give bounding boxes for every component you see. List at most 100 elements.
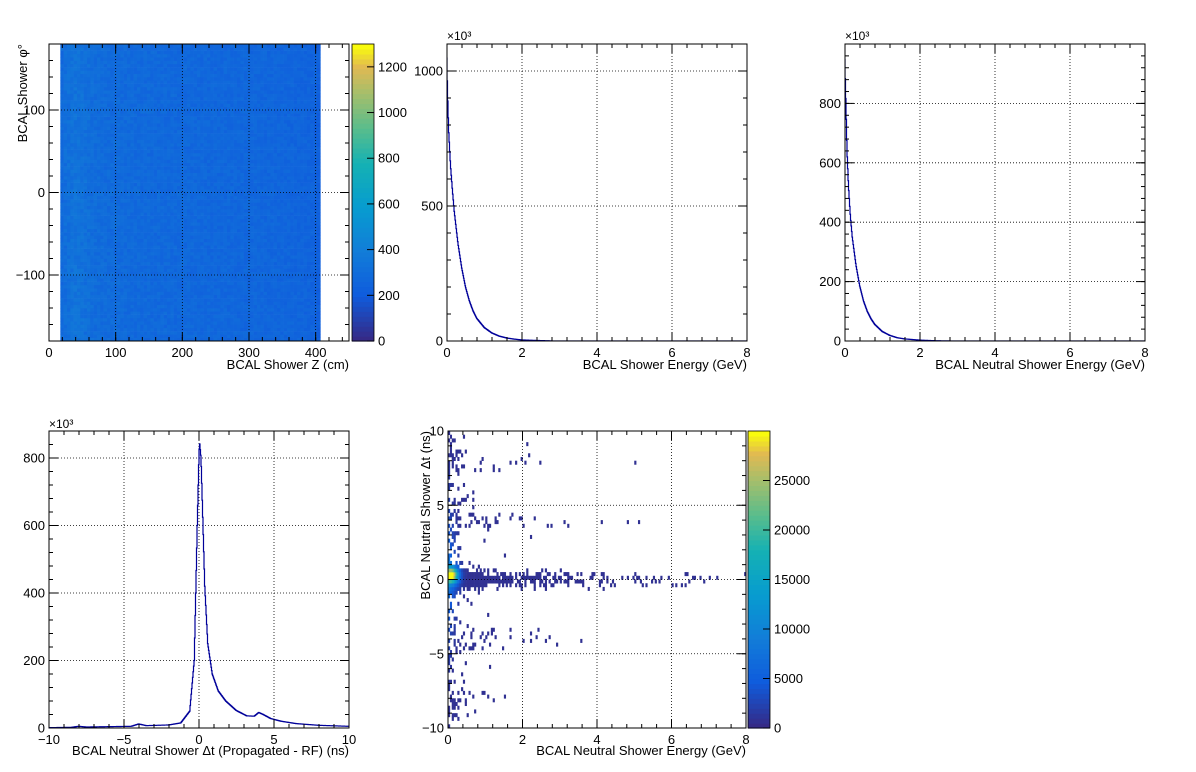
heatmap-cell [227,116,231,121]
heatmap-cell [133,258,138,263]
heatmap-cell [210,268,214,272]
heatmap-cell [83,77,88,81]
heatmap-cell [167,294,171,299]
heatmap-cell [97,162,101,167]
heatmap-cell [220,143,224,147]
heatmap-cell [60,185,64,190]
heatmap-cell [183,149,188,154]
heatmap-cell [173,73,178,78]
heatmap-cell [223,238,228,243]
heatmap-cell [153,232,158,236]
heatmap-cell [223,232,228,236]
heatmap-cell [103,189,108,193]
heatmap-cell [107,238,111,243]
heatmap-cell [107,209,111,213]
heatmap-cell [220,225,224,230]
heatmap-cell [100,251,104,256]
heatmap-cell [240,209,244,213]
heatmap-cell [143,139,148,144]
heatmap-cell [190,176,194,180]
heatmap-cell [97,284,101,289]
heatmap-cell [163,119,168,124]
heatmap-cell [133,235,138,239]
heatmap-cell [223,90,228,94]
heatmap-cell [190,271,194,276]
heatmap-cell [190,288,194,292]
heatmap-cell [83,143,88,147]
heatmap-cell [183,209,188,213]
heatmap-cell [163,83,168,88]
heatmap-cell [163,70,168,74]
heatmap-cell [130,202,134,206]
heatmap-cell [123,73,128,78]
heatmap-cell [80,245,84,249]
heatmap-cell [120,80,124,84]
heatmap-cell [130,255,134,259]
heatmap-cell [120,215,124,220]
heatmap-cell [207,113,211,117]
heatmap-cell [153,268,158,272]
heatmap-cell [70,149,74,154]
heatmap-cell [133,110,138,114]
heatmap-cell [213,308,218,312]
heatmap-cell [237,288,241,292]
heatmap-cell [223,278,228,282]
heatmap-cell [217,311,221,315]
heatmap-cell [63,222,68,226]
heatmap-cell [67,126,71,131]
heatmap-cell [87,106,91,111]
heatmap-cell [150,172,154,177]
heatmap-cell [193,265,198,269]
heatmap-cell [70,222,74,226]
heatmap-cell [197,317,201,322]
heatmap-cell [220,63,224,68]
heatmap-cell [123,159,128,164]
heatmap-cell [100,245,104,249]
heatmap-cell [107,245,111,249]
heatmap-cell [117,228,121,233]
heatmap-cell [220,238,224,243]
heatmap-cell [210,103,214,107]
heatmap-cell [117,146,121,150]
heatmap-cell [133,133,138,137]
heatmap-cell [233,304,238,309]
heatmap-cell [93,271,98,276]
heatmap-cell [160,321,164,325]
heatmap-cell [163,337,168,341]
heatmap-cell [227,63,231,68]
heatmap-cell [147,110,151,114]
heatmap-cell [197,321,201,325]
heatmap-cell [243,298,248,302]
heatmap-cell [193,331,198,335]
heatmap-cell [83,189,88,193]
heatmap-cell [203,96,208,101]
heatmap-cell [103,179,108,183]
heatmap-cell [237,162,241,167]
heatmap-cell [153,245,158,249]
heatmap-cell [227,77,231,81]
heatmap-cell [197,185,201,190]
heatmap-cell [153,50,158,55]
heatmap-cell [63,133,68,137]
heatmap-cell [83,185,88,190]
heatmap-cell [103,278,108,282]
heatmap-cell [80,90,84,94]
heatmap-cell [237,133,241,137]
heatmap-cell [87,268,91,272]
heatmap-cell [210,169,214,173]
heatmap-cell [80,215,84,220]
heatmap-cell [190,123,194,127]
heatmap-cell [227,278,231,282]
heatmap-cell [177,119,181,124]
heatmap-cell [80,324,84,329]
heatmap-cell [137,192,141,197]
heatmap-cell [147,334,151,338]
heatmap-cell [227,314,231,319]
heatmap-cell [220,235,224,239]
heatmap-cell [73,119,78,124]
heatmap-cell [230,258,234,263]
heatmap-cell [163,324,168,329]
heatmap-cell [170,261,174,266]
heatmap-cell [140,334,144,338]
heatmap-cell [187,86,191,91]
